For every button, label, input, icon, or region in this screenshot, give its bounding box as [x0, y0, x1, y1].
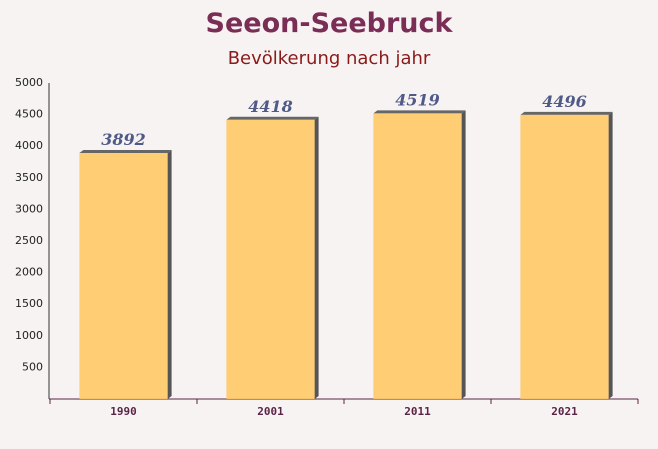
- y-tick-label: 4500: [15, 108, 43, 121]
- bar: [79, 153, 168, 399]
- y-tick-label: 500: [22, 360, 43, 373]
- bar-shadow: [608, 111, 613, 400]
- y-tick-label: 2500: [15, 234, 43, 247]
- bar-shadow: [520, 111, 613, 115]
- y-tick-label: 3500: [15, 171, 43, 184]
- x-tick-label: 2021: [551, 405, 578, 418]
- x-tick-label: 1990: [110, 405, 137, 418]
- chart-subtitle: Bevölkerung nach jahr: [228, 48, 431, 69]
- bar-shadow: [79, 150, 172, 154]
- bar: [373, 113, 462, 399]
- y-tick-label: 2000: [15, 266, 43, 279]
- x-tick-label: 2011: [404, 405, 431, 418]
- value-label: 3892: [101, 130, 146, 149]
- bar-shadow: [461, 110, 466, 399]
- y-tick-label: 5000: [15, 76, 43, 89]
- bar-shadow: [373, 110, 466, 114]
- value-label: 4418: [248, 97, 293, 116]
- value-label: 4496: [542, 92, 587, 111]
- bar: [226, 119, 315, 399]
- y-tick-label: 3000: [15, 202, 43, 215]
- chart-title: Seeon-Seebruck: [206, 8, 454, 39]
- y-tick-label: 1500: [15, 297, 43, 310]
- bar-shadow: [314, 116, 319, 399]
- y-tick-label: 1000: [15, 329, 43, 342]
- bar-shadow: [226, 116, 319, 120]
- bar-shadow: [167, 150, 172, 399]
- x-tick-label: 2001: [257, 405, 284, 418]
- y-tick-label: 4000: [15, 139, 43, 152]
- bar: [520, 114, 609, 400]
- value-label: 4519: [395, 90, 440, 109]
